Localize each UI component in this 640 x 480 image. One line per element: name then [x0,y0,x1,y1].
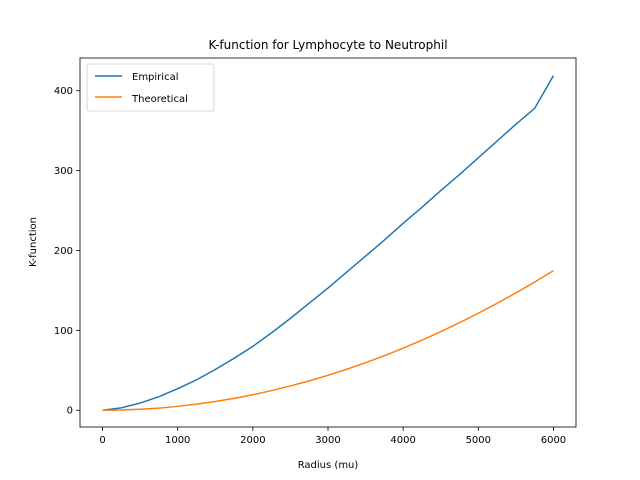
y-axis-label: K-function [28,217,39,267]
series-layer [102,75,555,411]
y-tick-label: 100 [54,326,73,337]
chart-title: K-function for Lymphocyte to Neutrophil [208,38,447,52]
legend-label-theoretical: Theoretical [131,94,188,105]
x-tick-label: 5000 [466,435,491,446]
x-tick-label: 0 [99,435,105,446]
y-axis: 0 100 200 300 400 [54,86,80,417]
x-axis-label: Radius (mu) [298,460,359,471]
legend-label-empirical: Empirical [132,72,178,83]
x-axis: 0 1000 2000 3000 4000 5000 6000 [99,427,566,446]
y-tick-label: 400 [54,86,73,97]
y-tick-label: 0 [67,406,73,417]
x-tick-label: 4000 [390,435,415,446]
legend: Empirical Theoretical [86,63,215,112]
series-line-theoretical [102,269,554,411]
x-tick-label: 3000 [315,435,340,446]
x-tick-label: 6000 [541,435,566,446]
series-line-empirical [102,75,555,411]
y-tick-label: 300 [54,166,73,177]
y-tick-label: 200 [54,246,73,257]
x-tick-label: 1000 [165,435,190,446]
x-tick-label: 2000 [240,435,265,446]
